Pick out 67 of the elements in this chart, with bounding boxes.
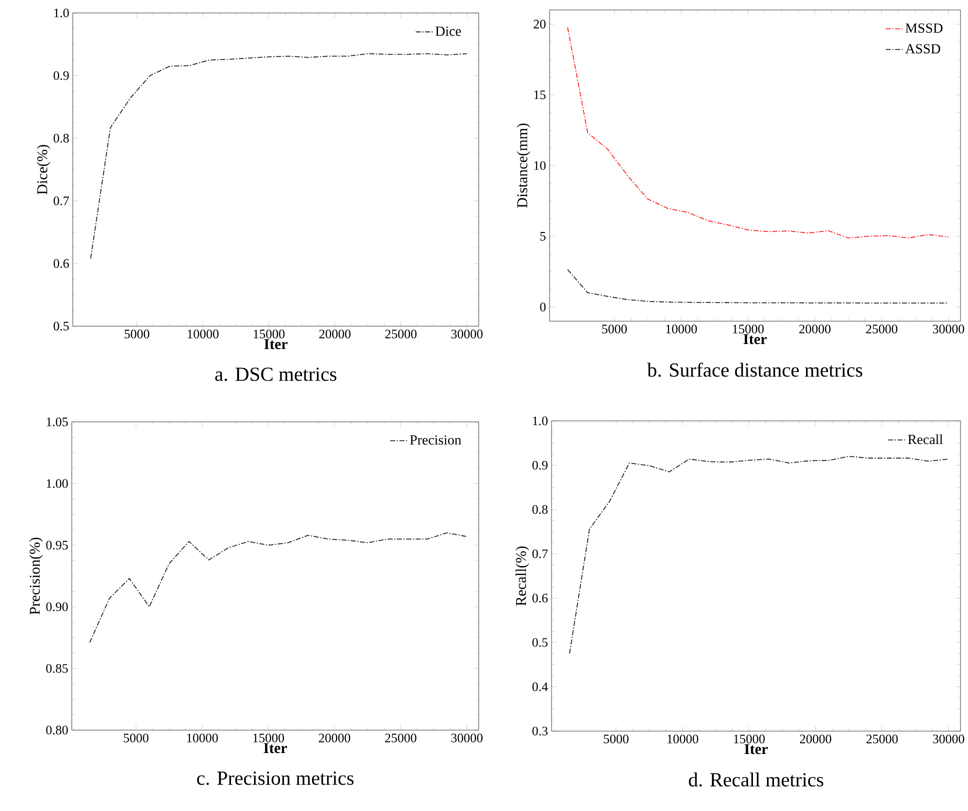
text: c. Precision metrics — [197, 772, 354, 786]
y-tick-label: 0.7 — [532, 550, 548, 558]
legend-label: ASSD — [905, 44, 940, 54]
y-tick-label: 0.5 — [54, 322, 69, 331]
x-tick-label: 30000 — [932, 324, 964, 334]
legend-label: Recall — [908, 434, 943, 444]
line-series — [90, 53, 468, 259]
x-tick-label: 30000 — [933, 734, 964, 744]
y-tick-label: 0.85 — [46, 664, 68, 673]
y-tick-label: 0.6 — [532, 594, 548, 603]
y-tick-label: 1.0 — [533, 416, 548, 426]
x-tick-label: 15000 — [734, 734, 765, 744]
y-tick-label: 0.90 — [46, 602, 68, 612]
y-tick-label: 0.8 — [54, 134, 69, 143]
y-tick-label: 20 — [534, 20, 546, 29]
x-tick-label: 30000 — [451, 330, 483, 338]
y-tick-label: 0.8 — [532, 505, 548, 514]
text: a. DSC metrics — [215, 368, 336, 382]
x-tick-label: 20000 — [318, 734, 350, 742]
y-axis-title: Precision(%) — [29, 538, 43, 615]
y-tick-label: 0.9 — [54, 71, 69, 80]
x-tick-label: 15000 — [254, 330, 285, 338]
y-tick-label: 5 — [540, 232, 546, 241]
y-tick-label: 1.00 — [46, 479, 68, 488]
y-axis-title: Distance(mm) — [516, 124, 530, 208]
y-axis-title: Recall(%) — [516, 546, 530, 606]
x-tick-label: 30000 — [451, 734, 483, 742]
y-tick-label: 10 — [534, 161, 546, 170]
x-axis-title: Iter — [264, 743, 287, 754]
x-tick-label: 10000 — [668, 734, 698, 744]
x-axis-title: Iter — [744, 334, 767, 344]
x-tick-label: 5000 — [124, 330, 150, 338]
y-axis-title: Dice(%) — [36, 145, 50, 194]
text: d. Recall metrics — [688, 772, 824, 787]
y-tick-label: 15 — [534, 90, 546, 100]
x-tick-label: 5000 — [604, 734, 629, 744]
y-tick-label: 0.5 — [532, 638, 548, 647]
y-tick-label: 0.7 — [54, 196, 69, 206]
x-tick-label: 25000 — [385, 734, 416, 742]
x-axis-title: Iter — [264, 339, 288, 350]
y-tick-label: 1.05 — [46, 418, 68, 426]
x-tick-label: 10000 — [188, 330, 219, 338]
x-tick-label: 5000 — [124, 734, 148, 742]
x-tick-label: 25000 — [385, 330, 417, 338]
x-tick-label: 20000 — [799, 324, 831, 334]
y-tick-label: 0 — [540, 302, 546, 312]
text: b. Surface distance metrics — [647, 362, 862, 377]
legend-label: Dice — [436, 26, 461, 36]
y-tick-label: 0.9 — [532, 460, 548, 470]
x-tick-label: 15000 — [733, 324, 764, 334]
y-tick-label: 1.0 — [54, 8, 69, 18]
x-tick-label: 25000 — [866, 734, 898, 744]
x-tick-label: 25000 — [866, 324, 898, 334]
x-tick-label: 15000 — [253, 734, 284, 742]
x-axis-title: Iter — [744, 744, 768, 754]
legend-label: Precision — [410, 435, 462, 445]
x-tick-label: 10000 — [666, 324, 697, 334]
y-tick-label: 0.95 — [46, 540, 68, 550]
x-tick-label: 5000 — [602, 324, 627, 334]
x-tick-label: 20000 — [319, 330, 351, 338]
y-tick-label: 0.3 — [532, 726, 548, 736]
y-tick-label: 0.6 — [54, 259, 69, 268]
legend-label: MSSD — [906, 24, 942, 33]
x-tick-label: 20000 — [800, 734, 832, 744]
y-tick-label: 0.4 — [532, 682, 548, 692]
y-tick-label: 0.80 — [46, 726, 68, 735]
x-tick-label: 10000 — [187, 734, 218, 742]
